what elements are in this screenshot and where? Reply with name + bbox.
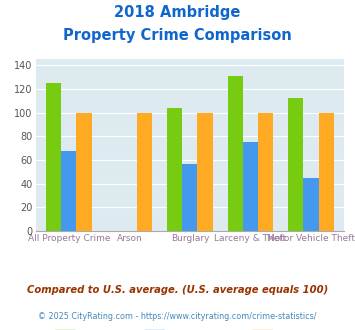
- Text: Compared to U.S. average. (U.S. average equals 100): Compared to U.S. average. (U.S. average …: [27, 285, 328, 295]
- Bar: [304, 178, 319, 231]
- Bar: [258, 113, 273, 231]
- Bar: [76, 113, 92, 231]
- Bar: [288, 98, 304, 231]
- Bar: [167, 108, 182, 231]
- Bar: [137, 113, 152, 231]
- Bar: [228, 76, 243, 231]
- Bar: [182, 164, 197, 231]
- Text: 2018 Ambridge: 2018 Ambridge: [114, 5, 241, 20]
- Bar: [197, 113, 213, 231]
- Text: © 2025 CityRating.com - https://www.cityrating.com/crime-statistics/: © 2025 CityRating.com - https://www.city…: [38, 312, 317, 321]
- Text: Property Crime Comparison: Property Crime Comparison: [63, 28, 292, 43]
- Legend: Ambridge, Pennsylvania, National: Ambridge, Pennsylvania, National: [51, 326, 329, 330]
- Bar: [46, 83, 61, 231]
- Bar: [243, 142, 258, 231]
- Bar: [319, 113, 334, 231]
- Bar: [61, 150, 76, 231]
